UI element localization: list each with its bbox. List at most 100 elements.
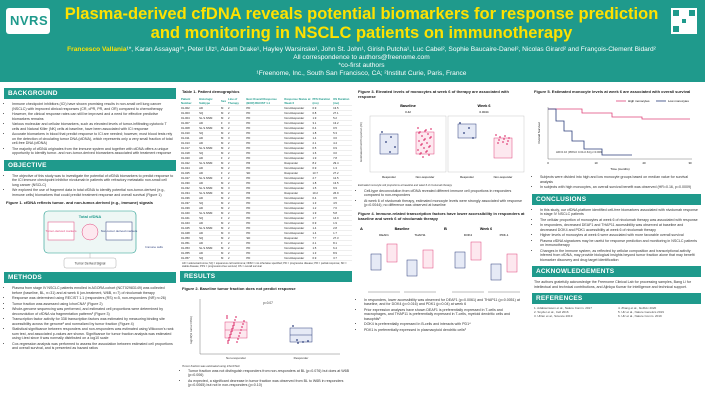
data-point [394,146,396,148]
fig3-ylabel: Estimated Cell Proportion (%) [359,122,363,162]
data-point [497,142,499,144]
table-cell: F [220,170,228,176]
table-cell: 01-027 [180,175,199,181]
table-cell: Non-Responder [283,165,312,171]
table-cell: 01-025 [180,170,199,176]
fig4-box-nonresponder [386,243,398,262]
fig5-curve-high [548,108,690,120]
table-cell: 1.7 [311,215,333,221]
table-cell: PD [245,225,284,231]
table-row: 01-010 SQ M 2 PD Non-Responder 1.8 5.3 [180,130,352,136]
data-point [243,320,245,323]
table-cell: Non-Responder [283,230,312,236]
table-cell: 5.3 [332,130,352,136]
fig5-hr: HR=0.16 (95%CI 0.04-0.64) p=0.009 [556,150,602,154]
table-cell: M [220,105,228,111]
fig3-bullet: At week 6 of nivolumab therapy, estimate… [364,199,526,208]
table-cell: PD [245,165,284,171]
table-cell: 8.1 [332,240,352,246]
table-cell: M [220,135,228,141]
data-point [507,140,509,142]
table-cell: 0.9 [311,220,333,226]
methods-item: Response was determined using RECIST 1.1… [12,296,174,301]
fig5-xtick-0: 0 [547,161,549,165]
table-cell: SQ [198,200,221,206]
table-cell: AD [198,230,221,236]
table-cell: PD [245,250,284,256]
correspondence-line[interactable]: All correspondence to authors@freenome.c… [293,54,430,61]
objective-item: The objective of this study was to inves… [12,174,174,188]
table-cell: M [220,250,228,256]
table-cell: 14.9 [332,215,352,221]
table-cell: M [220,220,228,226]
figure-3-bullets: Cell-type deconvolution from cfDNA revea… [356,189,528,208]
data-point [235,316,237,319]
table-cell: M [220,140,228,146]
fig2-ylabel: log10(% tumor DNA) [189,317,193,345]
fig3-pvalue-baseline: 0.42 [405,110,411,114]
fig4-box-responder [490,263,502,280]
figure-5-title: Figure 5. Estimated monocyte levels at w… [534,89,691,94]
table-row: 01-002 AD M 2 PD Non-Responder 0.9 13.5 [180,105,352,111]
affiliations: ¹Freenome, Inc., South San Francisco, CA… [256,70,467,77]
figure-2-bullets: Tumor fraction was not distinguish respo… [180,369,352,388]
figure-4-title: Figure 4. Immune-related transcription f… [358,210,525,221]
fig5-legend-high: High monocytes [628,99,650,103]
reference-item: 3. Uhlén et al., Science 2019 [534,313,573,318]
table-cell: 1.2 [311,205,333,211]
table-cell: Non-Responder [283,210,312,216]
conclusion-item: Higher levels of monocytes at week 6 wer… [540,233,699,238]
table-cell: 01-040 [180,210,199,216]
table-cell: 2 [227,160,246,166]
data-point [472,137,474,139]
fig3-xtick-2: Non-responder [416,175,435,179]
fig5-xlabel: Time (months) [610,167,629,171]
table-cell: 2 [227,205,246,211]
table-cell: 9.9 [332,185,352,191]
fig5-xtick-10: 10 [594,161,598,165]
data-point [463,132,465,134]
data-point [430,128,432,130]
table-1-footnote: AD = adenocarcinoma; SQ = squamous cell … [182,262,347,269]
table-cell: M [220,200,228,206]
figure-3-chart: Estimated Cell Proportion (%) Baseline W… [356,102,528,184]
table-cell: Responder [283,160,312,166]
table-cell: 3 [227,120,246,126]
table-cell: 0.9 [311,255,333,261]
qr-code-icon[interactable] [671,8,697,34]
table-cell: 3 [227,230,246,236]
table-cell: PD [245,220,284,226]
author-list: ¹*, Karan Assayag¹*, Peter Ulz¹, Adam Dr… [126,46,656,53]
fig4-tf-deaf1: DEAF1 [379,233,389,237]
fig4-label-baseline: Baseline [395,227,410,231]
table-cell: AD [198,240,221,246]
table-header-cell: OS Duration (mo) [332,97,352,106]
table-cell: 3.5 [332,195,352,201]
table-cell: F [220,215,228,221]
data-point [302,341,304,344]
table-cell: 2.1 [311,140,333,146]
fig1-immune-label: Immune cells [145,245,163,249]
table-cell: Non-Responder [283,115,312,121]
data-point [239,332,241,335]
fig1-right-label: Non-tumor derived markers [101,229,138,233]
table-cell: 1.5 [311,245,333,251]
table-cell: 27.3 [332,235,352,241]
table-cell: 1.8 [311,180,333,186]
data-point [381,131,383,133]
data-point [240,329,242,332]
table-row: 01-045 SL.S.NNM M 2 PD Non-Responder 1.4 2.8 [180,225,352,231]
table-cell: PD [245,135,284,141]
table-cell: Non-Responder [283,240,312,246]
table-cell: 2 [227,245,246,251]
fig2-xtick-nonresponder: Non-responder [226,356,246,360]
table-cell: 2 [227,240,246,246]
table-cell: 0.9 [311,165,333,171]
figure-5-chart: High monocytes Low monocytes Overall Sur… [532,97,701,175]
author-block: Francesco Vallania¹*, Karan Assayag¹*, P… [58,46,665,78]
table-cell: M [220,160,228,166]
methods-item: Plasma from stage IV NSCLC patients enro… [12,286,174,295]
conclusions-list: In this study, our cfDNA platform identi… [532,208,701,263]
table-cell: 5.8 [332,210,352,216]
data-point [233,322,235,325]
